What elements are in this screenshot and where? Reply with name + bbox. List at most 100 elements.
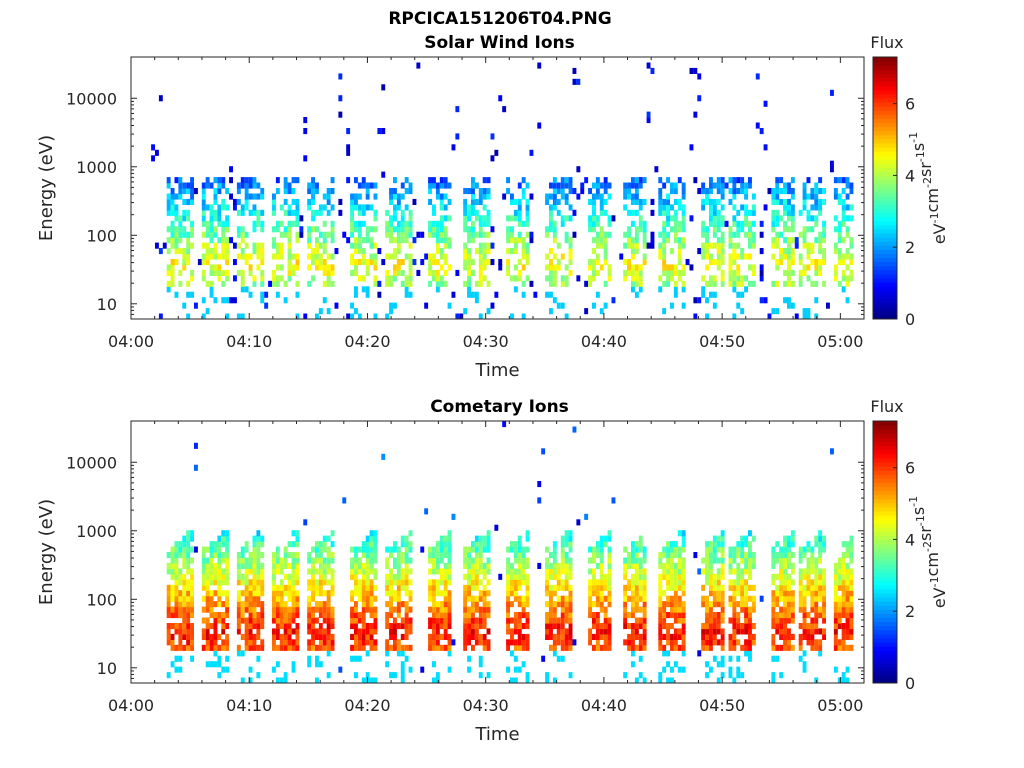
heatmap-cell	[233, 242, 237, 249]
heatmap-cell	[256, 601, 261, 608]
heatmap-cell	[642, 568, 647, 575]
heatmap-cell	[787, 204, 791, 211]
heatmap-cell	[373, 193, 378, 200]
heatmap-cell	[318, 242, 323, 249]
heatmap-cell	[623, 601, 628, 608]
heatmap-cell	[517, 231, 522, 238]
heatmap-cell	[833, 264, 838, 271]
heatmap-cell	[155, 242, 159, 249]
heatmap-cell	[478, 661, 483, 668]
heatmap-cell	[552, 220, 557, 227]
heatmap-cell	[287, 562, 292, 569]
heatmap-cell	[845, 579, 850, 586]
heatmap-cell	[634, 557, 639, 564]
heatmap-cell	[728, 557, 733, 564]
heatmap-cell	[178, 590, 183, 597]
heatmap-cell	[482, 644, 487, 651]
heatmap-cell	[385, 579, 390, 586]
heatmap-cell	[525, 535, 530, 542]
heatmap-cell	[252, 568, 257, 575]
heatmap-cell	[393, 628, 397, 635]
heatmap-cell	[787, 188, 791, 195]
heatmap-cell	[377, 248, 382, 255]
heatmap-cell	[517, 623, 522, 630]
heatmap-cell	[814, 541, 819, 548]
heatmap-cell	[802, 226, 807, 233]
heatmap-cell	[556, 198, 561, 205]
heatmap-cell	[326, 308, 331, 315]
colorbar-step	[873, 531, 897, 537]
heatmap-cell	[790, 535, 795, 542]
heatmap-cell	[822, 595, 826, 602]
heatmap-cell	[330, 639, 335, 646]
heatmap-cell	[623, 584, 628, 591]
heatmap-cell	[354, 308, 358, 315]
heatmap-cell	[638, 579, 643, 586]
heatmap-cell	[283, 546, 288, 553]
heatmap-cell	[595, 188, 600, 195]
heatmap-cell	[478, 188, 483, 195]
heatmap-cell	[595, 291, 600, 298]
heatmap-cell	[568, 248, 573, 255]
heatmap-cell	[705, 253, 709, 260]
heatmap-cell	[190, 639, 194, 646]
heatmap-cell	[568, 237, 573, 244]
heatmap-cell	[525, 590, 530, 597]
heatmap-cell	[763, 144, 768, 151]
heatmap-cell	[576, 275, 581, 282]
heatmap-cell	[389, 644, 393, 651]
heatmap-cell	[221, 177, 226, 184]
heatmap-cell	[592, 204, 596, 211]
colorbar-step	[873, 183, 897, 189]
heatmap-cell	[564, 568, 569, 575]
heatmap-cell	[217, 557, 222, 564]
heatmap-cell	[221, 568, 226, 575]
heatmap-cell	[178, 280, 183, 287]
heatmap-cell	[166, 601, 171, 608]
heatmap-cell	[806, 633, 811, 640]
heatmap-cell	[845, 297, 850, 304]
heatmap-cell	[471, 231, 475, 238]
heatmap-cell	[408, 623, 413, 630]
heatmap-cell	[190, 220, 194, 227]
heatmap-cell	[720, 231, 725, 238]
heatmap-cell	[670, 633, 674, 640]
heatmap-cell	[771, 546, 776, 553]
heatmap-cell	[186, 530, 191, 537]
heatmap-cell	[467, 275, 471, 282]
heatmap-cell	[174, 590, 179, 597]
heatmap-cell	[775, 590, 780, 597]
heatmap-cell	[588, 639, 592, 646]
heatmap-cell	[849, 568, 854, 575]
heatmap-cell	[748, 231, 752, 238]
heatmap-cell	[221, 248, 226, 255]
heatmap-cell	[549, 552, 553, 559]
y-tick-label: 10000	[66, 453, 117, 472]
heatmap-cell	[350, 617, 354, 624]
heatmap-cell	[736, 541, 741, 548]
heatmap-cell	[190, 628, 194, 635]
heatmap-cell	[404, 177, 409, 184]
heatmap-cell	[408, 557, 413, 564]
heatmap-cell	[311, 557, 315, 564]
heatmap-cell	[552, 297, 557, 304]
heatmap-cell	[806, 546, 811, 553]
heatmap-cell	[252, 182, 257, 189]
heatmap-cell	[248, 612, 253, 619]
heatmap-cell	[783, 644, 787, 651]
heatmap-cell	[790, 568, 795, 575]
heatmap-cell	[634, 644, 639, 651]
heatmap-cell	[435, 623, 440, 630]
heatmap-cell	[233, 297, 237, 304]
heatmap-cell	[240, 280, 245, 287]
heatmap-cell	[798, 579, 803, 586]
heatmap-cell	[369, 204, 374, 211]
heatmap-cell	[252, 280, 257, 287]
heatmap-cell	[209, 215, 214, 222]
heatmap-cell	[697, 568, 702, 575]
heatmap-cell	[736, 639, 741, 646]
heatmap-cell	[478, 253, 483, 260]
heatmap-cell	[779, 584, 784, 591]
heatmap-cell	[361, 579, 366, 586]
heatmap-cell	[720, 639, 725, 646]
